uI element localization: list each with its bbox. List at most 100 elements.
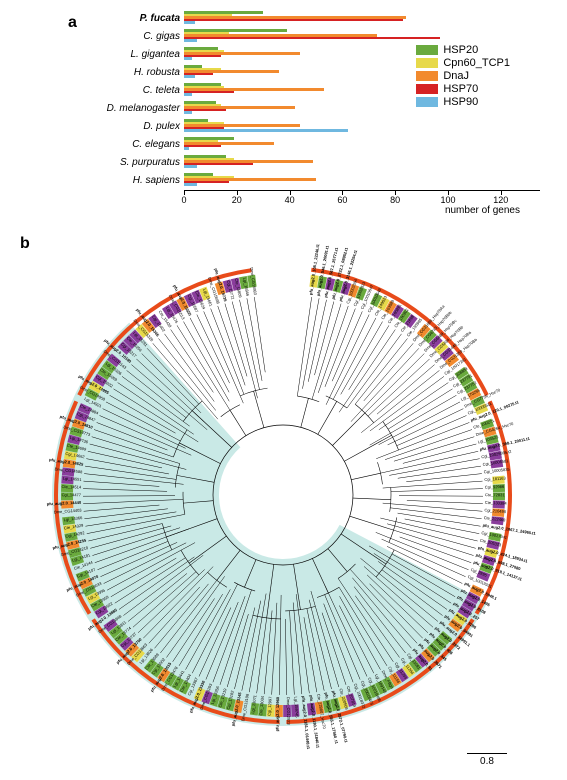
branch bbox=[247, 298, 262, 381]
bar-HSP90 bbox=[184, 39, 197, 42]
panel-a-label: a bbox=[68, 14, 77, 32]
tick-label: 0 bbox=[181, 195, 186, 205]
figure: a P. fucata C. gigas L. gigantea H. robusta… bbox=[0, 10, 567, 775]
branch bbox=[339, 330, 395, 413]
branch bbox=[315, 302, 334, 376]
tip-label: Dme_CG12923 bbox=[286, 697, 292, 726]
species-label: S. purpuratus bbox=[80, 157, 184, 168]
bars bbox=[184, 11, 540, 25]
species-row: P. fucata bbox=[80, 10, 540, 26]
clade-stem bbox=[353, 498, 391, 500]
clade-stem bbox=[344, 435, 391, 461]
species-row: C. elegans bbox=[80, 136, 540, 152]
branch bbox=[368, 359, 430, 416]
legend-swatch bbox=[416, 84, 438, 94]
branch bbox=[380, 518, 477, 541]
tip-label: Cgi_92986 bbox=[485, 484, 505, 490]
clade-stem bbox=[254, 391, 264, 428]
species-row: S. purpuratus bbox=[80, 154, 540, 170]
branch bbox=[312, 304, 341, 400]
tick-label: 40 bbox=[285, 195, 295, 205]
branch bbox=[387, 524, 476, 549]
scale-value: 0.8 bbox=[480, 756, 494, 767]
species-label: D. melanogaster bbox=[80, 103, 184, 114]
branch bbox=[232, 302, 257, 399]
branch bbox=[398, 513, 481, 526]
legend-label: HSP20 bbox=[443, 44, 478, 56]
branch bbox=[391, 489, 483, 492]
tick-label: 60 bbox=[337, 195, 347, 205]
legend-label: Cpn60_TCP1 bbox=[443, 57, 510, 69]
branch bbox=[397, 415, 467, 445]
tip-label: Cgi_10005835 bbox=[483, 467, 510, 475]
bar-HSP90 bbox=[184, 21, 195, 24]
branch bbox=[197, 315, 230, 384]
clade-stem bbox=[332, 413, 365, 446]
bar-HSP90 bbox=[184, 75, 195, 78]
branch bbox=[361, 370, 439, 432]
branch bbox=[204, 311, 244, 403]
branch bbox=[390, 508, 481, 519]
branch bbox=[403, 444, 476, 463]
branch bbox=[407, 500, 483, 503]
bar-HSP70 bbox=[184, 145, 221, 148]
bars bbox=[184, 119, 540, 133]
branch bbox=[225, 304, 247, 377]
bars bbox=[184, 155, 540, 169]
legend-swatch bbox=[416, 71, 438, 81]
branch bbox=[381, 451, 479, 473]
branch bbox=[297, 297, 311, 396]
tip-label: Cgi_210498 bbox=[484, 507, 507, 514]
tick-label: 120 bbox=[493, 195, 508, 205]
species-label: H. robusta bbox=[80, 67, 184, 78]
bar-HSP70 bbox=[184, 19, 403, 22]
branch bbox=[218, 306, 245, 385]
tick-label: 20 bbox=[232, 195, 242, 205]
legend-swatch bbox=[416, 97, 438, 107]
clade-stem bbox=[230, 410, 246, 435]
tip-label: Cgi_14477 bbox=[62, 492, 82, 497]
scale-line bbox=[467, 753, 507, 754]
legend-label: HSP90 bbox=[443, 96, 478, 108]
legend-item: HSP20 bbox=[416, 44, 510, 56]
bar-HSP90 bbox=[184, 129, 348, 132]
bar-HSP90 bbox=[184, 147, 189, 150]
bar-HSP90 bbox=[184, 111, 192, 114]
legend-swatch bbox=[416, 58, 438, 68]
legend: HSP20Cpn60_TCP1DnaJHSP70HSP90 bbox=[416, 44, 510, 109]
tick-label: 100 bbox=[440, 195, 455, 205]
species-label: C. teleta bbox=[80, 85, 184, 96]
species-label: D. pulex bbox=[80, 121, 184, 132]
branch bbox=[400, 537, 472, 563]
branch bbox=[332, 311, 362, 381]
species-row: H. sapiens bbox=[80, 172, 540, 188]
legend-item: Cpn60_TCP1 bbox=[416, 57, 510, 69]
x-axis: 020406080100120 number of genes bbox=[184, 190, 540, 216]
species-row: C. gigas bbox=[80, 28, 540, 44]
branch bbox=[406, 474, 482, 482]
clade-stem bbox=[351, 473, 380, 480]
tip-label: pfu_aug2.0_12960 bbox=[275, 696, 281, 731]
branch bbox=[398, 466, 481, 478]
branch bbox=[385, 430, 472, 460]
tip-label: Cte_72831 bbox=[485, 492, 505, 497]
bar-HSP90 bbox=[184, 93, 192, 96]
tip-label: Cte_133384 bbox=[485, 500, 508, 506]
tree-svg: pfu_aug2.0_108.1_22246.t1pfu_aug2.0_546.… bbox=[0, 215, 567, 755]
species-label: P. fucata bbox=[80, 13, 184, 24]
tip-label: Cte_14514 bbox=[62, 484, 82, 490]
branch bbox=[183, 322, 229, 402]
legend-swatch bbox=[416, 45, 438, 55]
clade-stem bbox=[318, 401, 337, 434]
bar-HSP90 bbox=[184, 57, 192, 60]
branch bbox=[254, 297, 265, 372]
branch bbox=[383, 481, 483, 488]
species-label: L. gigantea bbox=[80, 49, 184, 60]
legend-label: HSP70 bbox=[443, 83, 478, 95]
branch bbox=[379, 402, 460, 445]
species-row: D. pulex bbox=[80, 118, 540, 134]
scale-bar: 0.8 bbox=[467, 753, 507, 767]
clade-stem bbox=[350, 516, 394, 530]
branch bbox=[388, 389, 452, 429]
branch bbox=[383, 503, 483, 511]
